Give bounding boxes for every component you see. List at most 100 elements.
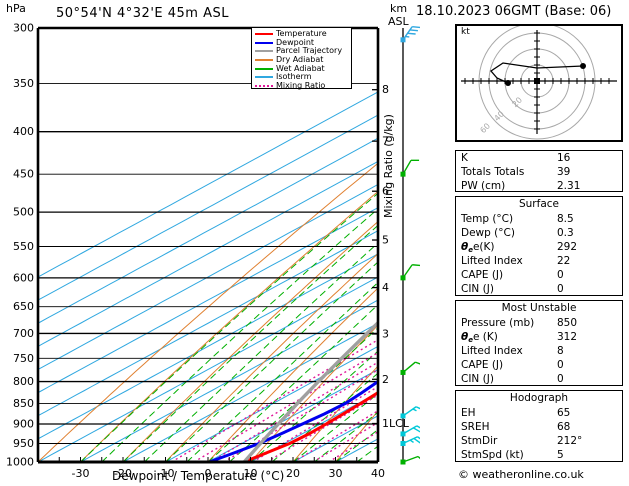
dry-adiabat-lines (38, 162, 378, 462)
legend-item-label: Dewpoint (276, 37, 315, 47)
legend-swatch (255, 41, 273, 44)
table-row-key: CAPE (J) (461, 359, 504, 371)
profile-parcel-trajectory (242, 320, 378, 462)
temperature-tick-label: 0 (205, 467, 212, 480)
table-row-value: 8 (557, 345, 564, 357)
temperature-tick-label: -10 (157, 467, 175, 480)
table-row: CIN (J) 0 (456, 372, 622, 386)
height-tick-label: 5 (382, 234, 389, 247)
table-row: θee(K) 292 (456, 240, 622, 254)
table-row: Dewp (°C) 0.3 (456, 226, 622, 240)
table-row-key: Lifted Index (461, 345, 523, 357)
hodograph-stats-table: Hodograph EH 65 SREH 68 StmDir 212° StmSpd (kt)… (455, 390, 623, 462)
pressure-tick-label: 550 (13, 240, 34, 253)
mixing-ratio-axis-title: Mixing Ratio (g/kg) (382, 114, 395, 218)
table-row-value: 2.31 (557, 180, 581, 192)
temperature-tick-label: 40 (371, 467, 385, 480)
table-row: SREH 68 (456, 420, 622, 434)
legend-item-label: Wet Adiabat (276, 63, 325, 73)
legend: Temperature Dewpoint Parcel Trajectory Dry … (251, 27, 352, 89)
legend-item: Isotherm (255, 73, 349, 82)
temperature-tick-label: -20 (114, 467, 132, 480)
table-row-value: 39 (557, 166, 571, 178)
most-unstable-parcel-table: Most Unstable Pressure (mb) 850 θee (K) 312 L… (455, 300, 623, 386)
pressure-tick-label: 900 (13, 418, 34, 431)
station-title: 50°54'N 4°32'E 45m ASL (56, 6, 229, 21)
wind-barb (400, 26, 420, 43)
pressure-tick-label: 450 (13, 168, 34, 181)
pressure-tick-label: 300 (13, 22, 34, 35)
height-tick-label: 8 (382, 83, 389, 96)
legend-item: Parcel Trajectory (255, 47, 349, 56)
wind-barb (400, 264, 420, 281)
table-row-value: 0 (557, 359, 564, 371)
table-row-key: CIN (J) (461, 373, 494, 385)
hodograph-trace (490, 62, 586, 86)
legend-swatch (255, 67, 273, 70)
table-row-value: 0 (557, 373, 564, 385)
legend-item-label: Dry Adiabat (276, 55, 324, 65)
table-row-value: 5 (557, 449, 564, 461)
hodograph-plot: 20 40 60 (455, 22, 623, 142)
skewt-tick-labels: 3003504004505005506006507007508008509009… (6, 22, 410, 481)
table-row-key: EH (461, 407, 476, 419)
height-axis-unit-label: km (390, 2, 408, 15)
table-row-key: Pressure (mb) (461, 317, 535, 329)
table-row: Pressure (mb) 850 (456, 316, 622, 330)
wind-barb (400, 436, 420, 447)
pressure-tick-label: 350 (13, 77, 34, 90)
sounding-profiles (208, 320, 378, 462)
table-row-value: 22 (557, 255, 571, 267)
table-row-key: CAPE (J) (461, 269, 504, 281)
legend-item: Wet Adiabat (255, 64, 349, 73)
copyright-notice: © weatheronline.co.uk (458, 468, 584, 481)
legend-item: Temperature (255, 30, 349, 39)
table-row-value: 16 (557, 152, 571, 164)
table-row-key: StmDir (461, 435, 498, 447)
table-row-value: 212° (557, 435, 583, 447)
table-row-value: 8.5 (557, 213, 574, 225)
table-row: Temp (°C) 8.5 (456, 212, 622, 226)
table-row: StmSpd (kt) 5 (456, 448, 622, 462)
legend-item-label: Mixing Ratio (276, 80, 326, 90)
legend-swatch (255, 50, 273, 53)
surface-parcel-table: Surface Temp (°C) 8.5 Dewp (°C) 0.3 θee(K) 292… (455, 196, 623, 296)
table-row-key: SREH (461, 421, 490, 433)
table-row-key: θee(K) (461, 240, 495, 254)
height-axis-asl-label: ASL (388, 15, 409, 28)
legend-item-label: Parcel Trajectory (276, 46, 343, 56)
table-row-value: 292 (557, 241, 578, 253)
temperature-tick-label: 30 (329, 467, 343, 480)
table-row-key: Lifted Index (461, 255, 523, 267)
table-row: CAPE (J) 0 (456, 268, 622, 282)
height-tick-label: 3 (382, 327, 389, 340)
x-axis-title: Dewpoint / Temperature (°C) (112, 469, 285, 483)
table-row-key: CIN (J) (461, 283, 494, 295)
pressure-tick-label: 850 (13, 397, 34, 410)
table-row-key: StmSpd (kt) (461, 449, 524, 461)
temperature-tick-label: 10 (244, 467, 258, 480)
wind-barb (400, 406, 420, 419)
table-row: EH 65 (456, 406, 622, 420)
table-row: PW (cm) 2.31 (456, 179, 622, 193)
table-row: Totals Totals 39 (456, 165, 622, 179)
hodograph-ring-label: 20 (510, 95, 524, 109)
table-row-key: Dewp (°C) (461, 227, 515, 239)
wind-barb (400, 455, 420, 465)
table-row-key: Temp (°C) (461, 213, 514, 225)
table-row: θee (K) 312 (456, 330, 622, 344)
lcl-label: LCL (389, 417, 410, 430)
table-row-value: 0 (557, 283, 564, 295)
table-row-key: K (461, 152, 468, 164)
wind-barbs (400, 26, 420, 465)
height-tick-label: 7 (382, 135, 389, 148)
model-run-title: 18.10.2023 06GMT (Base: 06) (416, 4, 612, 19)
pressure-tick-label: 1000 (6, 456, 34, 469)
pressure-axis-unit-label: hPa (6, 2, 26, 15)
legend-item: Dry Adiabat (255, 56, 349, 65)
table-row-key: Totals Totals (461, 166, 525, 178)
skewt-svg: 3003504004505005506006507007508008509009… (6, 22, 420, 481)
pressure-tick-label: 650 (13, 300, 34, 313)
